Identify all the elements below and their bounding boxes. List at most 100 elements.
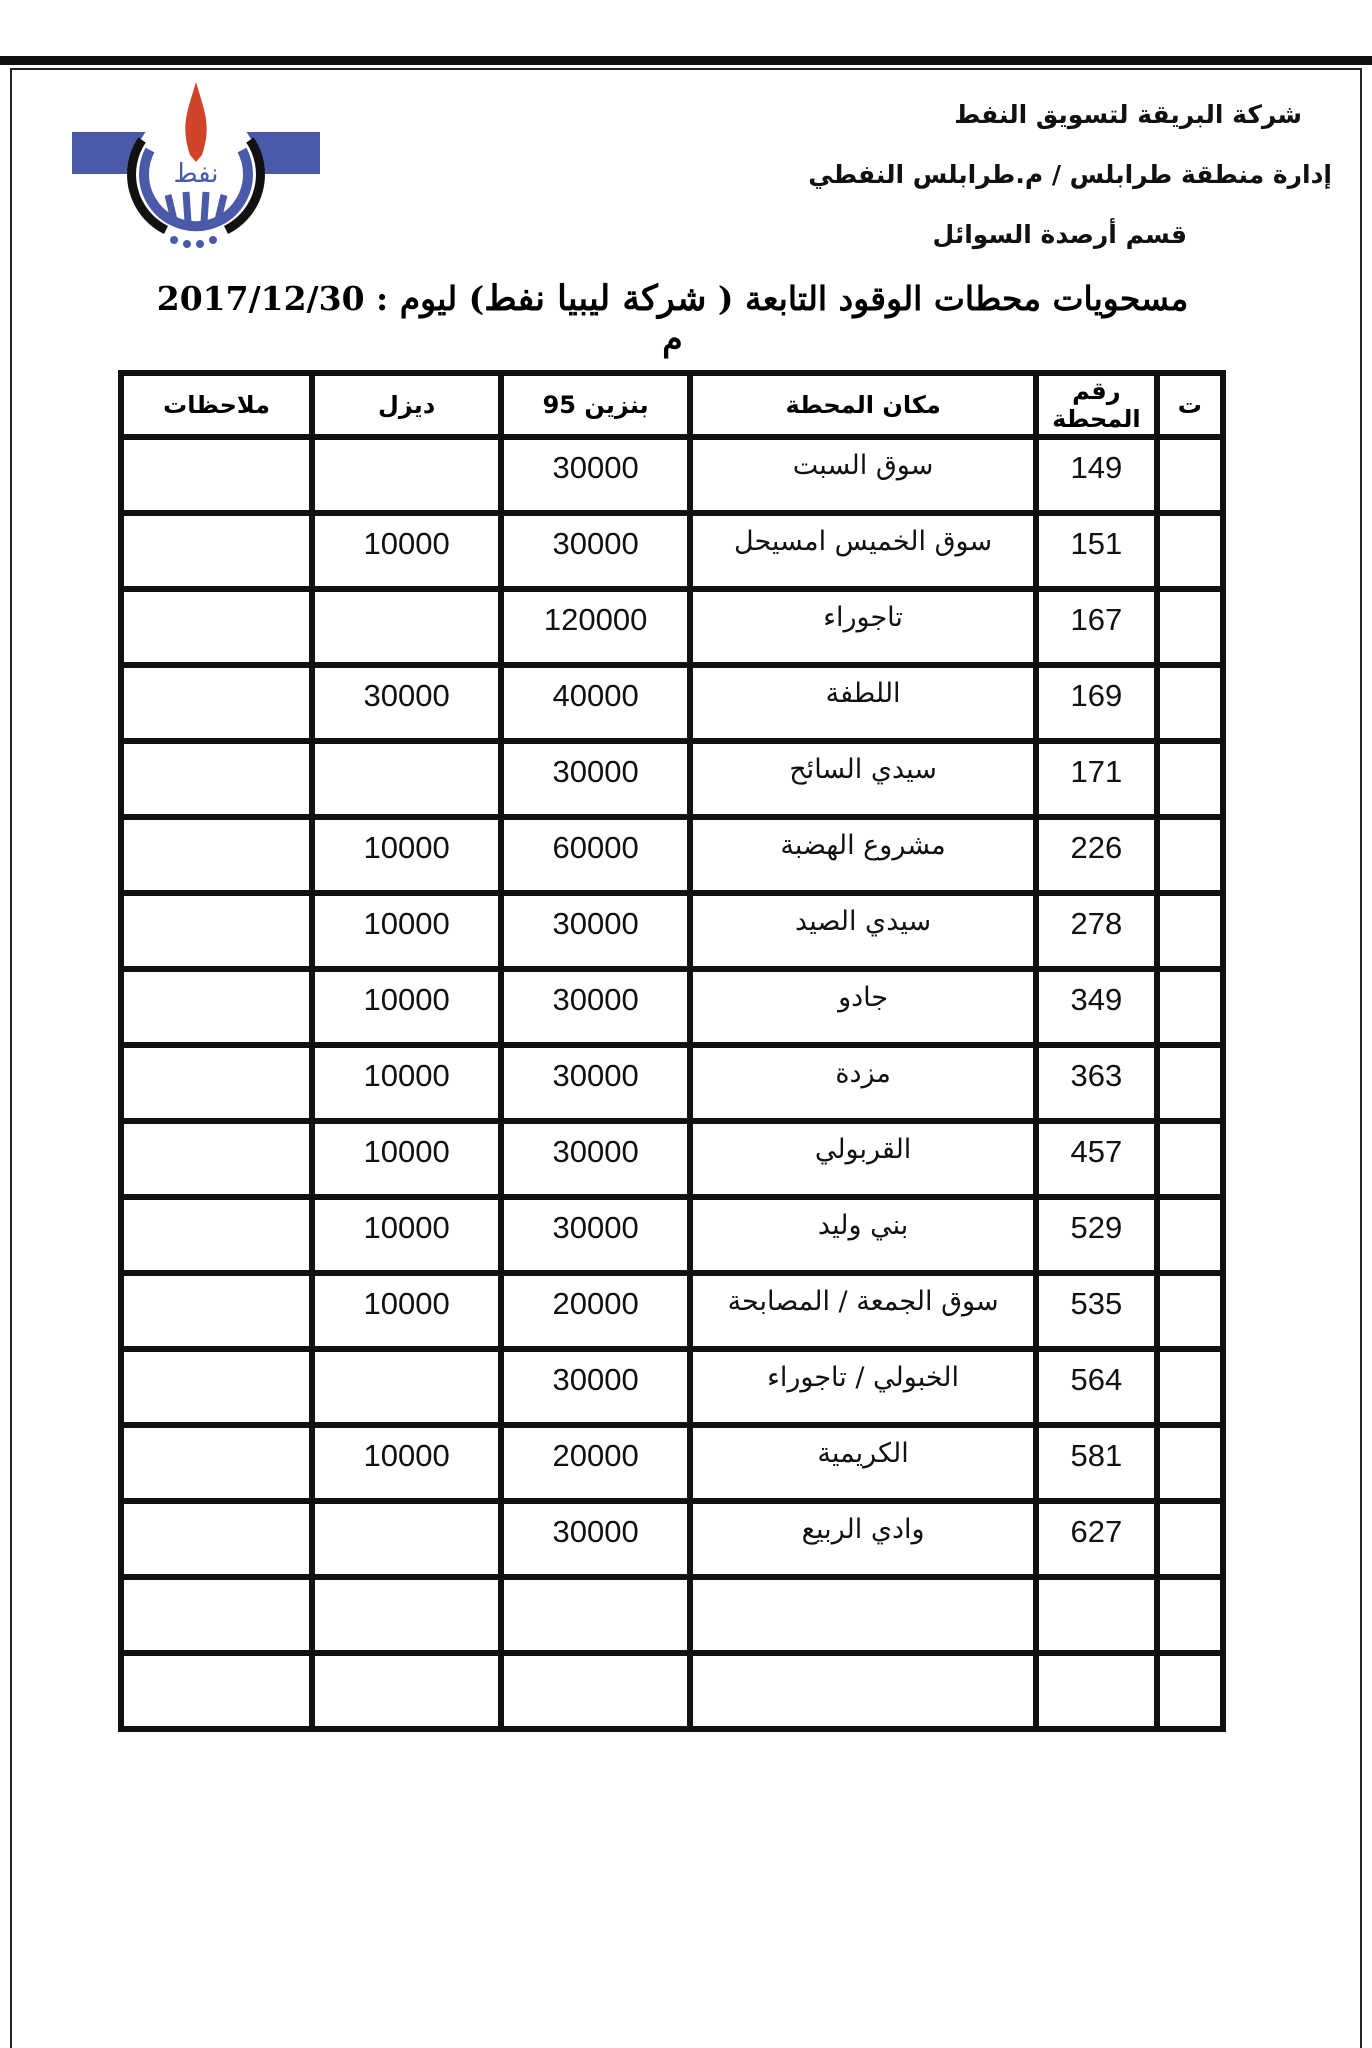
diesel-cell: 30000	[315, 668, 499, 738]
notes-cell	[124, 972, 310, 1042]
index-cell	[1159, 1428, 1220, 1498]
table-row: 169 اللطفة 40000 30000	[124, 668, 1220, 738]
station-number-cell: 564	[1039, 1352, 1154, 1422]
station-place-cell: مشروع الهضبة	[693, 820, 1034, 890]
index-cell	[1159, 1504, 1220, 1574]
diesel-cell	[315, 440, 499, 510]
notes-cell	[124, 896, 310, 966]
petrol-95-cell: 30000	[504, 1048, 688, 1118]
table-header-row: ت رقم المحطة مكان المحطة بنزين 95 ديزل م…	[124, 376, 1220, 434]
notes-cell	[124, 1504, 310, 1574]
title-company: شركة ليبيا نفط	[484, 278, 707, 319]
index-cell	[1159, 1200, 1220, 1270]
diesel-cell: 10000	[315, 972, 499, 1042]
diesel-cell: 10000	[315, 820, 499, 890]
petrol-95-cell: 30000	[504, 896, 688, 966]
table-row: 151 سوق الخميس امسيحل 30000 10000	[124, 516, 1220, 586]
station-place-cell: سوق الجمعة / المصابحة	[693, 1276, 1034, 1346]
title-prefix: مسحويات محطات الوقود التابعة (	[717, 279, 1189, 318]
station-number-cell: 529	[1039, 1200, 1154, 1270]
station-number-cell: 171	[1039, 744, 1154, 814]
petrol-95-cell: 30000	[504, 440, 688, 510]
station-number-cell: 349	[1039, 972, 1154, 1042]
petrol-95-cell: 20000	[504, 1428, 688, 1498]
petrol-95-cell: 30000	[504, 1352, 688, 1422]
index-cell	[1159, 516, 1220, 586]
petrol-95-cell: 30000	[504, 1504, 688, 1574]
station-number-cell: 149	[1039, 440, 1154, 510]
station-number-cell: 581	[1039, 1428, 1154, 1498]
petrol-95-cell: 20000	[504, 1276, 688, 1346]
header-index: ت	[1159, 376, 1220, 434]
petrol-95-cell: 30000	[504, 972, 688, 1042]
department-name: قسم أرصدة السوائل	[932, 220, 1187, 249]
header-notes: ملاحظات	[124, 376, 310, 434]
header-diesel: ديزل	[315, 376, 499, 434]
diesel-cell: 10000	[315, 1428, 499, 1498]
table-row	[124, 1580, 1220, 1650]
index-cell	[1159, 820, 1220, 890]
diesel-cell: 10000	[315, 896, 499, 966]
region-name: إدارة منطقة طرابلس / م.طرابلس النفطي	[808, 160, 1332, 189]
station-place-cell	[693, 1580, 1034, 1650]
petrol-95-cell: 120000	[504, 592, 688, 662]
index-cell	[1159, 1656, 1220, 1726]
station-place-cell: سوق الخميس امسيحل	[693, 516, 1034, 586]
notes-cell	[124, 440, 310, 510]
notes-cell	[124, 1352, 310, 1422]
diesel-cell: 10000	[315, 1124, 499, 1194]
station-number-cell: 169	[1039, 668, 1154, 738]
station-place-cell: تاجوراء	[693, 592, 1034, 662]
notes-cell	[124, 1124, 310, 1194]
diesel-cell	[315, 744, 499, 814]
index-cell	[1159, 744, 1220, 814]
page-frame	[0, 56, 1372, 2046]
petrol-95-cell: 40000	[504, 668, 688, 738]
index-cell	[1159, 592, 1220, 662]
station-place-cell	[693, 1656, 1034, 1726]
station-number-cell: 457	[1039, 1124, 1154, 1194]
diesel-cell	[315, 1656, 499, 1726]
petrol-95-cell: 30000	[504, 744, 688, 814]
petrol-95-cell: 60000	[504, 820, 688, 890]
station-place-cell: وادي الربيع	[693, 1504, 1034, 1574]
table-row: 167 تاجوراء 120000	[124, 592, 1220, 662]
station-place-cell: مزدة	[693, 1048, 1034, 1118]
station-number-cell: 535	[1039, 1276, 1154, 1346]
notes-cell	[124, 1656, 310, 1726]
notes-cell	[124, 1200, 310, 1270]
station-number-cell	[1039, 1656, 1154, 1726]
title-suffix: ) ليوم : 2017/12/30 م	[156, 279, 683, 358]
station-number-cell: 226	[1039, 820, 1154, 890]
notes-cell	[124, 1428, 310, 1498]
diesel-cell: 10000	[315, 516, 499, 586]
station-number-cell: 278	[1039, 896, 1154, 966]
station-place-cell: اللطفة	[693, 668, 1034, 738]
table-row: 529 بني وليد 30000 10000	[124, 1200, 1220, 1270]
index-cell	[1159, 668, 1220, 738]
station-place-cell: الخبولي / تاجوراء	[693, 1352, 1034, 1422]
index-cell	[1159, 1580, 1220, 1650]
table-row: 149 سوق السبت 30000	[124, 440, 1220, 510]
stations-table: ت رقم المحطة مكان المحطة بنزين 95 ديزل م…	[118, 370, 1226, 1732]
company-name: شركة البريقة لتسويق النفط	[954, 100, 1302, 129]
diesel-cell: 10000	[315, 1200, 499, 1270]
diesel-cell: 10000	[315, 1048, 499, 1118]
company-logo: نفط	[72, 82, 320, 248]
petrol-95-cell: 30000	[504, 1124, 688, 1194]
diesel-cell: 10000	[315, 1276, 499, 1346]
station-place-cell: بني وليد	[693, 1200, 1034, 1270]
notes-cell	[124, 592, 310, 662]
page-border	[10, 68, 1362, 2048]
table-row: 349 جادو 30000 10000	[124, 972, 1220, 1042]
notes-cell	[124, 1580, 310, 1650]
index-cell	[1159, 1124, 1220, 1194]
index-cell	[1159, 1048, 1220, 1118]
diesel-cell	[315, 592, 499, 662]
index-cell	[1159, 440, 1220, 510]
table-row: 457 القربولي 30000 10000	[124, 1124, 1220, 1194]
petrol-95-cell	[504, 1656, 688, 1726]
station-number-cell: 627	[1039, 1504, 1154, 1574]
header-petrol-95: بنزين 95	[504, 376, 688, 434]
